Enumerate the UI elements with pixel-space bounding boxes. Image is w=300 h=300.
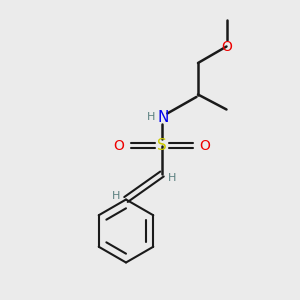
Text: O: O bbox=[222, 40, 232, 53]
Text: O: O bbox=[200, 139, 210, 152]
Text: H: H bbox=[167, 172, 176, 183]
Text: H: H bbox=[112, 191, 121, 201]
Text: S: S bbox=[157, 138, 167, 153]
Text: H: H bbox=[147, 112, 156, 122]
Text: N: N bbox=[158, 110, 169, 124]
Text: O: O bbox=[114, 139, 124, 152]
